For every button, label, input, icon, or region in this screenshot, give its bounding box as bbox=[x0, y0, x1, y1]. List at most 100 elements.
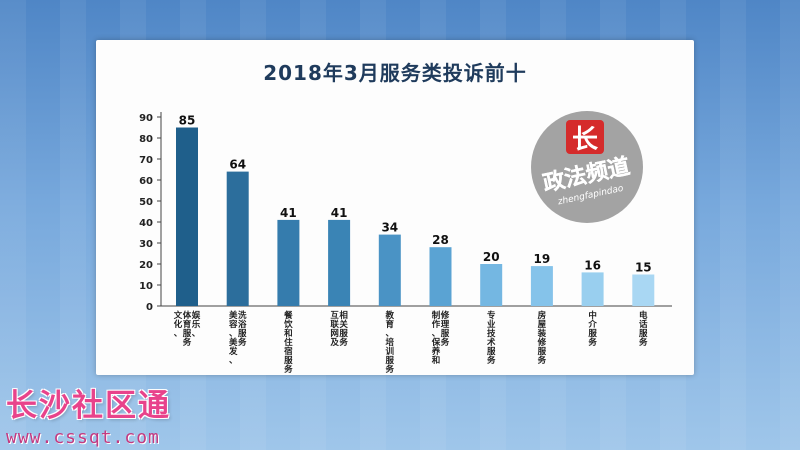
category-label-char: 育 bbox=[386, 319, 395, 330]
category-label-char: 美 bbox=[229, 337, 238, 348]
category-label-char: 服 bbox=[238, 329, 247, 339]
category-label-char: 容 bbox=[228, 319, 238, 330]
y-tick-label: 50 bbox=[139, 197, 153, 208]
bar-value-label: 64 bbox=[229, 158, 246, 172]
category-label-char: 美 bbox=[229, 310, 238, 321]
category-label-char: 屋 bbox=[538, 319, 547, 330]
category-label-char: 服 bbox=[639, 329, 648, 339]
category-label-char: 养 bbox=[431, 346, 441, 357]
category-label-char: 住 bbox=[284, 337, 293, 348]
bar bbox=[632, 274, 655, 306]
category-label-char: 中 bbox=[588, 310, 597, 321]
site-brand: 长沙社区通 bbox=[6, 388, 171, 424]
watermark-badge bbox=[566, 120, 604, 154]
category-label-char: 联 bbox=[330, 319, 339, 330]
category-label-char: 乐 bbox=[192, 319, 201, 330]
y-tick-label: 70 bbox=[139, 155, 153, 166]
category-label-char: 文 bbox=[174, 310, 183, 321]
category-label-char: 、 bbox=[174, 329, 183, 339]
category-label-char: 宿 bbox=[284, 346, 293, 357]
watermark-badge-glyph: 长 bbox=[572, 125, 599, 155]
category-label-char: 修 bbox=[537, 337, 547, 348]
category-label-char: 化 bbox=[174, 319, 183, 330]
bar-value-label: 34 bbox=[381, 221, 398, 235]
category-label-char: 关 bbox=[339, 319, 348, 330]
y-tick-label: 10 bbox=[139, 281, 153, 292]
bar bbox=[480, 264, 503, 306]
category-label-char: 务 bbox=[487, 355, 496, 366]
category-label-char: 术 bbox=[486, 337, 496, 348]
bar bbox=[581, 272, 604, 306]
bar-value-label: 41 bbox=[280, 206, 297, 220]
y-tick-label: 90 bbox=[139, 113, 153, 124]
category-label-char: 制 bbox=[432, 310, 441, 321]
y-tick-label: 80 bbox=[139, 134, 153, 145]
bar bbox=[328, 219, 351, 306]
category-label-char: 培 bbox=[386, 337, 395, 348]
category-label-char: 务 bbox=[386, 364, 395, 375]
chart-title: 2018年3月服务类投诉前十 bbox=[263, 61, 527, 85]
category-label-char: 体 bbox=[183, 310, 192, 321]
category-label-char: 务 bbox=[441, 337, 450, 348]
category-label-char: 和 bbox=[284, 328, 293, 339]
bar bbox=[429, 247, 452, 306]
bar-value-label: 85 bbox=[179, 114, 196, 128]
category-label-char: 、 bbox=[192, 329, 201, 339]
category-label-char: 洗 bbox=[238, 310, 247, 321]
category-label-char: 务 bbox=[339, 337, 348, 348]
category-label-char: 服 bbox=[588, 329, 597, 339]
y-tick-label: 20 bbox=[139, 260, 153, 271]
category-label-char: 务 bbox=[238, 337, 247, 348]
category-label-char: 育 bbox=[183, 319, 192, 330]
category-label-char: 相 bbox=[339, 310, 348, 321]
category-label-char: 务 bbox=[639, 337, 648, 348]
category-label-char: 发 bbox=[228, 346, 238, 357]
category-label-char: 、 bbox=[432, 329, 441, 339]
category-label-char: 务 bbox=[588, 337, 597, 348]
y-tick-label: 40 bbox=[139, 218, 153, 229]
category-label-char: 、 bbox=[229, 356, 238, 366]
category-label-char: 训 bbox=[386, 346, 395, 357]
category-label-char: 互 bbox=[330, 311, 339, 321]
bar bbox=[277, 219, 300, 306]
bar-value-label: 16 bbox=[584, 258, 601, 272]
category-label-char: 介 bbox=[587, 319, 597, 330]
category-label-char: 服 bbox=[487, 347, 496, 357]
category-label-char: 修 bbox=[440, 310, 450, 321]
category-label-char: 服 bbox=[386, 356, 395, 366]
category-label-char: 技 bbox=[487, 328, 496, 339]
category-label-char: 浴 bbox=[238, 319, 247, 330]
category-label-char: 专 bbox=[487, 310, 496, 321]
bar-value-label: 19 bbox=[534, 252, 551, 266]
category-label-char: 网 bbox=[330, 329, 339, 339]
y-tick-label: 0 bbox=[146, 302, 153, 313]
bar bbox=[226, 171, 249, 306]
watermark-circle bbox=[531, 111, 643, 223]
y-tick-label: 30 bbox=[139, 239, 153, 250]
category-label-char: 作 bbox=[432, 319, 441, 330]
category-label-char: 、 bbox=[229, 329, 238, 339]
y-tick-label: 60 bbox=[139, 176, 153, 187]
site-url: www.cssqt.com bbox=[6, 427, 160, 448]
category-label-char: 饮 bbox=[283, 319, 293, 330]
watermark-logo: 长 政法频道 zhengfapindao bbox=[528, 108, 646, 226]
category-label-char: 务 bbox=[183, 337, 192, 348]
bar-value-label: 20 bbox=[483, 250, 500, 264]
bar bbox=[378, 234, 401, 306]
category-label-char: 话 bbox=[639, 319, 648, 330]
category-label-char: 服 bbox=[441, 329, 450, 339]
category-label-char: 务 bbox=[284, 364, 293, 375]
bar-value-label: 28 bbox=[432, 233, 449, 247]
category-label-char: 服 bbox=[538, 347, 547, 357]
category-label-char: 餐 bbox=[283, 310, 293, 321]
category-label-char: 娱 bbox=[192, 310, 201, 321]
category-label-char: 教 bbox=[385, 310, 395, 321]
category-label-char: 业 bbox=[487, 319, 496, 330]
category-label-char: 装 bbox=[537, 328, 547, 339]
category-label-char: 务 bbox=[538, 355, 547, 366]
category-label-char: 理 bbox=[441, 320, 450, 330]
category-label-char: 保 bbox=[431, 337, 441, 348]
category-label-char: 房 bbox=[538, 310, 547, 321]
category-label-char: 服 bbox=[183, 329, 192, 339]
